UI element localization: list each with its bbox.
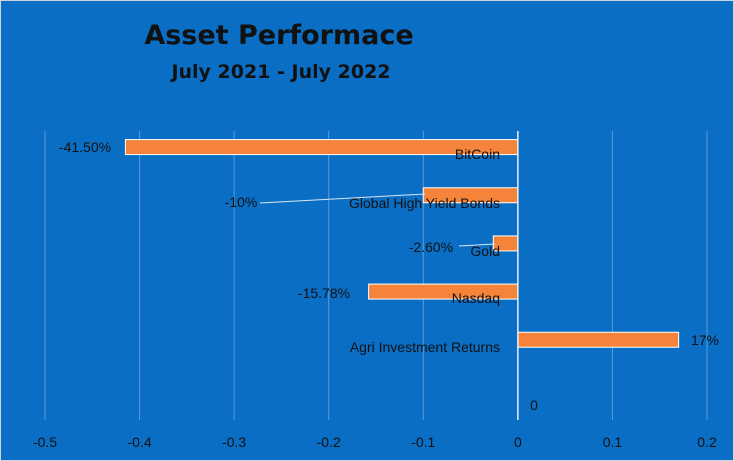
category-label: BitCoin	[455, 146, 500, 162]
data-label: -41.50%	[59, 139, 111, 155]
leader-line	[458, 243, 496, 247]
data-label: -10%	[225, 194, 258, 210]
data-label: -2.60%	[409, 239, 453, 255]
chart-title: Asset Performace	[144, 20, 413, 51]
category-label: Agri Investment Returns	[350, 339, 500, 355]
x-tick-label: -0.4	[128, 434, 152, 450]
chart-subtitle: July 2021 - July 2022	[169, 61, 390, 83]
gridlines	[44, 131, 708, 420]
x-tick-label: -0.5	[33, 434, 57, 450]
category-label: Gold	[470, 243, 500, 259]
x-tick-label: -0.1	[411, 434, 435, 450]
x-tick-label: 0.1	[603, 434, 623, 450]
labels: -0.5 -0.4 -0.3 -0.2 -0.1 0 0.1 0.2 BitCoin Global…	[33, 139, 719, 450]
data-label: -15.78%	[298, 285, 350, 301]
x-tick-label: -0.3	[222, 434, 246, 450]
category-label: Nasdaq	[452, 290, 500, 306]
x-tick-label: 0.2	[697, 434, 717, 450]
category-label: Global High Yield Bonds	[349, 195, 500, 211]
data-label: 17%	[691, 332, 719, 348]
x-tick-label: -0.2	[317, 434, 341, 450]
leader-line	[259, 193, 426, 204]
bars	[124, 139, 680, 348]
x-tick-label: 0	[514, 434, 522, 450]
data-label: 0	[530, 397, 538, 413]
bar	[517, 331, 680, 348]
axes	[259, 131, 519, 420]
